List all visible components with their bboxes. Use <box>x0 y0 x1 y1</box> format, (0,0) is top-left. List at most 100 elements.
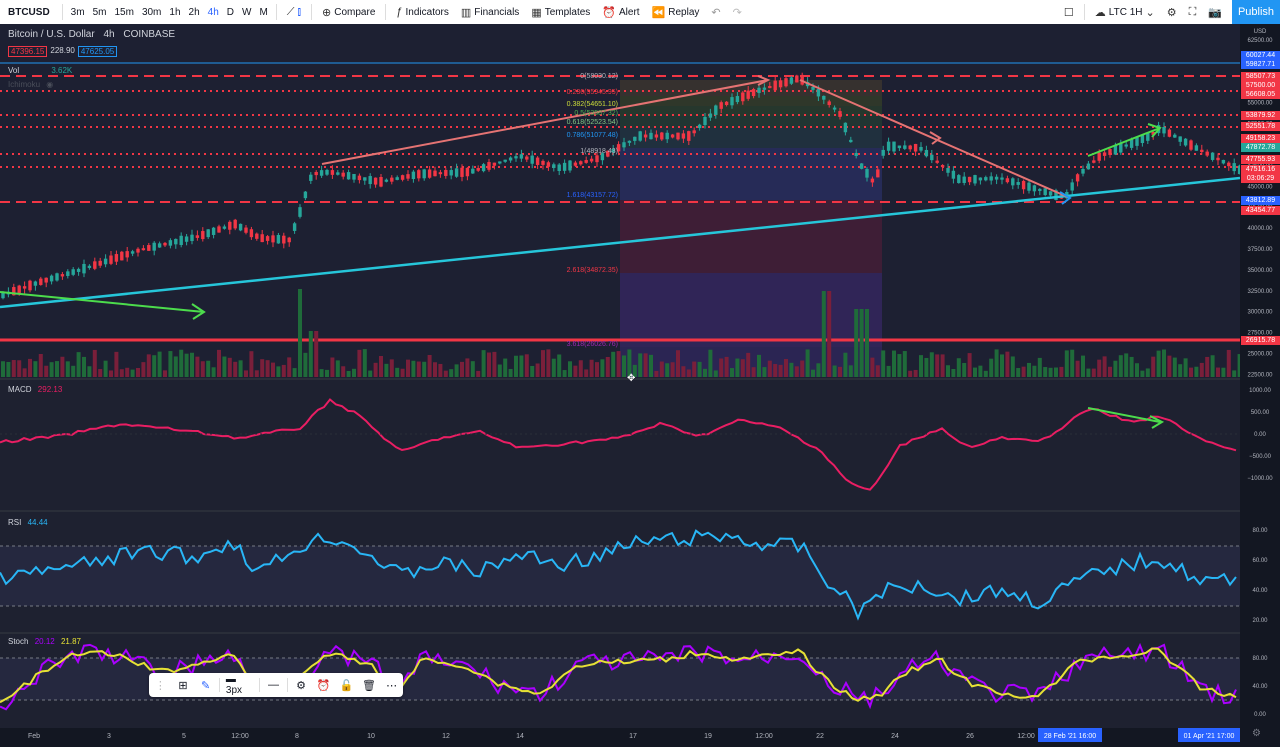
candle-body <box>211 227 216 235</box>
volume-bar <box>109 370 113 377</box>
crosshair-time-label: 28 Feb '21 16:00 <box>1044 733 1096 740</box>
fib-zone <box>620 347 882 377</box>
volume-bar <box>1037 357 1042 377</box>
fullscreen-layout-button[interactable]: ☐ <box>1058 6 1080 19</box>
volume-bar <box>611 351 616 377</box>
volume-bar <box>152 355 157 377</box>
drag-handle-icon[interactable]: ⋮ <box>154 679 166 692</box>
redo-button[interactable]: ↷ <box>727 6 748 19</box>
divider <box>61 4 63 20</box>
candles-icon: ⫾ <box>297 5 302 18</box>
alert-add-icon[interactable]: ⏰ <box>316 679 331 692</box>
candle-body <box>687 131 691 141</box>
volume-bar <box>535 363 540 377</box>
settings-button[interactable]: ⚙ <box>1161 6 1183 19</box>
templates-button[interactable]: ▦ Templates <box>525 6 596 19</box>
line-style-icon[interactable]: — <box>267 679 279 691</box>
alert-button[interactable]: ⏰ Alert <box>596 6 645 19</box>
interval-5m[interactable]: 5m <box>92 6 107 18</box>
axis-settings-button[interactable]: ⚙ <box>1252 728 1261 739</box>
volume-bar <box>1178 364 1183 377</box>
volume-bar <box>330 357 335 377</box>
layout-button[interactable]: ☁ LTC 1H ⌄ <box>1089 6 1161 19</box>
candle-body <box>417 170 421 179</box>
pencil-icon[interactable]: ✎ <box>201 679 211 692</box>
candle-body <box>757 87 761 94</box>
candle-body <box>714 105 718 115</box>
volume-bar <box>1081 355 1085 377</box>
candle-body <box>55 273 59 281</box>
candle-body <box>249 229 254 238</box>
candle-body <box>1048 191 1053 196</box>
line-width-label: 3px <box>225 685 243 696</box>
interval-d[interactable]: D <box>226 6 234 18</box>
symbol-search[interactable]: BTCUSD <box>8 6 50 18</box>
interval-w[interactable]: W <box>242 6 252 18</box>
interval-1h[interactable]: 1h <box>169 6 181 18</box>
ichimoku-label: Ichimoku <box>8 80 41 89</box>
indicators-label: Indicators <box>405 6 449 18</box>
candle-body <box>811 86 815 90</box>
volume-bar <box>319 369 324 377</box>
macd-label: MACD <box>8 385 32 394</box>
bid-price[interactable]: 47396.15 <box>8 46 48 57</box>
financials-button[interactable]: ▥ Financials <box>455 6 525 19</box>
snapshot-button[interactable]: 📷 <box>1202 6 1228 19</box>
price-label-box: 47516.16 <box>1241 165 1280 174</box>
indicators-button[interactable]: ƒ Indicators <box>390 6 454 18</box>
time-axis[interactable]: Feb 3 5 12:00 8 10 12 14 17 19 12:00 22 24 26 12:00 28… <box>0 728 1240 742</box>
replay-button[interactable]: ⏪ Replay <box>646 6 706 19</box>
candle-body <box>573 162 578 166</box>
candle-body <box>784 78 788 87</box>
candle-body <box>719 102 723 109</box>
volume-bar <box>778 364 783 377</box>
price-quote: 47396.15 228.90 47625.05 <box>8 46 118 57</box>
interval-3m[interactable]: 3m <box>70 6 85 18</box>
ask-price[interactable]: 47625.05 <box>77 46 118 57</box>
undo-button[interactable]: ↶ <box>705 6 726 19</box>
volume-bar <box>395 367 400 377</box>
eye-icon[interactable]: ◉ <box>46 80 54 89</box>
pink-trendline <box>321 79 769 165</box>
fullscreen-button[interactable]: ⛶ <box>1183 6 1203 19</box>
volume-bar <box>352 368 356 377</box>
divider <box>275 4 277 20</box>
price-label-box: 49158.23 <box>1241 134 1280 143</box>
candle-body <box>1021 180 1026 190</box>
publish-button[interactable]: Publish <box>1232 0 1280 24</box>
chart-canvas[interactable]: 0(58030.12) 0.236(55945.95) 0.382(54651.10… <box>0 24 1240 728</box>
volume-bar <box>1043 367 1048 377</box>
volume-bar <box>1097 359 1102 377</box>
volume-bar <box>1075 360 1080 377</box>
volume-bar <box>119 369 124 377</box>
lock-icon[interactable]: 🔓 <box>339 679 354 692</box>
interval-30m[interactable]: 30m <box>141 6 162 18</box>
compare-button[interactable]: ⊕ Compare <box>316 6 381 19</box>
volume-bar <box>157 351 162 377</box>
volume-bar <box>82 356 86 377</box>
candle-body <box>535 157 540 165</box>
volume-bar <box>287 357 292 377</box>
interval-2h[interactable]: 2h <box>188 6 200 18</box>
candle-body <box>1194 145 1199 151</box>
volume-bar <box>978 365 983 377</box>
template-icon[interactable]: ⊞ <box>178 679 188 692</box>
interval-m[interactable]: M <box>259 6 268 18</box>
pink-trendline <box>799 79 1071 199</box>
gear-icon[interactable]: ⚙ <box>296 679 306 692</box>
volume-bar <box>481 350 486 377</box>
line-width-button[interactable]: ▬ 3px <box>222 674 257 696</box>
more-icon[interactable]: ⋯ <box>386 679 398 692</box>
candle-body <box>773 80 777 91</box>
volume-bar <box>881 350 886 377</box>
undo-icon: ↶ <box>711 6 721 19</box>
trash-icon[interactable]: 🗑 <box>362 679 376 692</box>
volume-bar <box>719 358 724 377</box>
rsi-value: 44.44 <box>27 518 48 527</box>
chart-type-button[interactable]: ⟋ ⫾ <box>281 6 307 19</box>
time-axis-canvas: Feb 3 5 12:00 8 10 12 14 17 19 12:00 22 24 26 12:00 28… <box>28 728 1240 742</box>
interval-15m[interactable]: 15m <box>114 6 134 18</box>
interval-4h[interactable]: 4h <box>207 6 219 18</box>
replay-label: Replay <box>668 6 700 18</box>
chart-area[interactable]: 0(58030.12) 0.236(55945.95) 0.382(54651.10… <box>0 24 1240 728</box>
